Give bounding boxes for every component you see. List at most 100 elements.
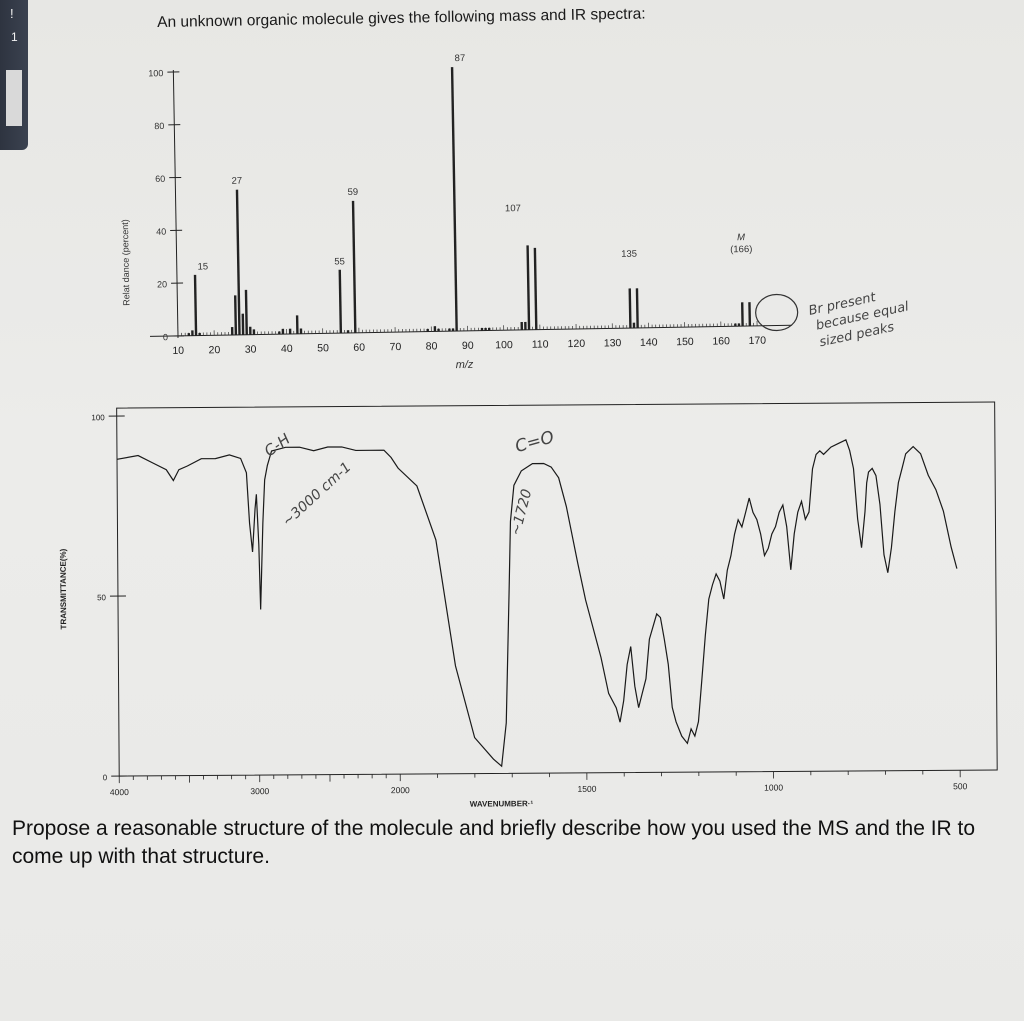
ir-y-tick-label: 100 (91, 413, 105, 422)
warning-icon: ! (10, 6, 14, 21)
ms-peak-bar (484, 327, 487, 331)
ms-peak-label: 135 (621, 249, 637, 260)
ms-peak-bar (198, 332, 201, 336)
ms-peak-label: (166) (730, 244, 752, 255)
ms-peak-label: 55 (334, 256, 345, 267)
ms-peak-bar (748, 302, 752, 326)
ir-x-tick-label: 1500 (577, 784, 596, 794)
ms-x-axis-label: m/z (456, 359, 474, 371)
ir-plot-frame (116, 401, 998, 777)
ms-peak-bar (191, 330, 194, 336)
ms-peak-bar (448, 328, 451, 332)
ms-x-tick-label: 50 (317, 342, 329, 354)
ms-peak-label: M (737, 232, 745, 243)
ms-peak-bar (230, 327, 234, 336)
ms-x-tick-label: 160 (712, 335, 730, 347)
ms-x-tick-label: 80 (426, 340, 438, 352)
ms-y-axis-label: Relat dance (percent) (120, 219, 132, 306)
ms-y-tick-label: 20 (157, 279, 167, 289)
ms-peak-bar (338, 269, 343, 334)
ms-x-tick-label: 110 (532, 338, 549, 350)
ms-y-tick-label: 80 (154, 121, 164, 131)
ms-peak-bar (433, 326, 437, 332)
ms-x-tick-label: 140 (640, 337, 658, 349)
ms-peak-bar (734, 323, 737, 327)
ms-peak-bar (234, 295, 238, 335)
ms-y-tick-label: 0 (163, 332, 168, 342)
ir-x-tick-label: 3000 (250, 786, 269, 796)
svg-text:C-H: C-H (261, 430, 294, 460)
ms-x-tick-label: 170 (748, 335, 766, 347)
ms-peak-bar (193, 274, 198, 336)
question-text: Propose a reasonable structure of the mo… (12, 817, 976, 868)
ms-peak-bar (249, 326, 252, 335)
ms-x-tick-label: 60 (353, 342, 365, 354)
ms-x-tick-label: 20 (208, 344, 220, 356)
ms-peak-label: 107 (505, 203, 521, 214)
ir-trace (116, 438, 958, 768)
ir-y-tick-label: 50 (97, 593, 107, 602)
ms-peak-label: 27 (231, 176, 242, 187)
ms-peak-bar (278, 331, 281, 335)
ms-peak-bar (526, 245, 531, 330)
ir-ch-note: C-H ~3000 cm-1 (261, 430, 355, 530)
ms-x-tick-label: 90 (462, 340, 474, 352)
ms-peak-bar (437, 328, 440, 332)
ms-peak-label: 87 (455, 53, 466, 64)
ms-y-tick-label: 40 (156, 227, 166, 237)
ms-peak-bar (295, 315, 299, 334)
ms-peak-bar (235, 189, 241, 335)
laptop-screen-edge: ! 1 (0, 0, 28, 150)
svg-text:C=O: C=O (513, 427, 556, 457)
ir-x-axis-label: WAVENUMBER·¹ (470, 799, 534, 808)
ir-y-axis-label: TRANSMITTANCE(%) (59, 548, 69, 629)
ms-peak-bar (288, 328, 292, 335)
ms-y-axis (172, 69, 179, 338)
ms-x-tick-label: 100 (495, 339, 513, 351)
ir-spectrum: 0 50 100 4000 3000 2000 1500 1000 500 TRANSMITT… (59, 401, 998, 809)
ms-x-tick-label: 30 (245, 344, 257, 356)
ms-peak-bar (524, 321, 527, 330)
ms-peak-bar (187, 333, 191, 336)
ms-peak-bar (737, 323, 741, 327)
ms-x-tick-label: 130 (604, 337, 622, 349)
molecular-ion-circle (755, 293, 799, 332)
mass-spectrum: 0 20 40 60 80 100 10 20 30 40 50 60 70 80 90 100 110 120… (120, 53, 799, 371)
ms-peak-label: 15 (197, 261, 208, 272)
ms-peak-bar (351, 200, 357, 333)
svg-text:~1720: ~1720 (508, 487, 535, 537)
ms-x-tick-label: 40 (281, 343, 293, 355)
ms-x-tick-label: 120 (568, 338, 586, 350)
ir-x-tick-label: 500 (953, 781, 968, 791)
ms-peak-bar (244, 289, 248, 335)
ms-peak-bar (520, 321, 524, 330)
ms-peak-bar (281, 328, 285, 335)
ms-x-tick-label: 150 (676, 336, 694, 348)
ms-x-tick-label: 10 (172, 345, 184, 357)
ms-peak-bar (635, 288, 639, 328)
ms-peak-bar (488, 327, 491, 331)
ms-peak-bar (533, 247, 538, 330)
ms-peak-bar (241, 313, 245, 335)
ms-peak-bar (628, 288, 632, 329)
ms-peak-bar (252, 329, 256, 335)
ir-carbonyl-note: C=O ~1720 (508, 427, 556, 537)
ms-x-tick-label: 70 (389, 341, 401, 353)
ms-peak-bar (451, 328, 455, 332)
ir-x-tick-label: 4000 (110, 787, 129, 797)
ms-y-tick-label: 100 (148, 68, 163, 78)
ms-y-tick-label: 60 (155, 174, 165, 184)
ms-peak-bar (450, 67, 458, 332)
svg-text:~3000 cm-1: ~3000 cm-1 (279, 459, 354, 530)
ir-x-tick-label: 1000 (764, 782, 783, 792)
ms-peak-bar (632, 322, 636, 329)
ir-x-tick-label: 2000 (391, 785, 410, 795)
ms-peak-bar (346, 330, 350, 333)
ms-peak-bar (480, 327, 484, 331)
ms-peak-bar (426, 328, 429, 332)
ir-y-tick-label: 0 (103, 773, 108, 782)
screen-bar-shape (6, 70, 22, 126)
ms-peak-bar (299, 328, 303, 334)
bromine-note: Br present because equal sized peaks (807, 290, 910, 350)
